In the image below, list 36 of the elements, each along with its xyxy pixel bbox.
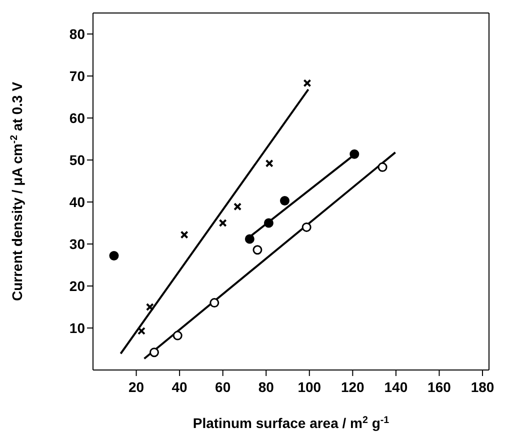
y-tick-label: 30	[69, 236, 86, 252]
point	[252, 245, 262, 255]
x-tick-label: 40	[172, 378, 188, 395]
point	[234, 202, 242, 211]
x-tick-label: 80	[258, 378, 274, 395]
point	[280, 196, 290, 206]
y-tick-label: 40	[69, 194, 86, 210]
x-tick-label: 100	[298, 378, 322, 395]
point	[378, 162, 388, 172]
point	[146, 303, 154, 311]
y-tick-label: 50	[69, 152, 86, 168]
point	[109, 251, 119, 261]
x-tick-label: 160	[428, 378, 452, 395]
x-tick-label: 180	[470, 378, 494, 395]
point	[302, 222, 312, 232]
x-tick-label: 20	[128, 378, 144, 395]
point	[137, 326, 146, 335]
y-tick-label: 70	[69, 68, 86, 84]
x-tick-label: 120	[340, 378, 365, 395]
point	[264, 218, 274, 228]
y-tick-label: 20	[69, 278, 86, 294]
point	[149, 348, 159, 358]
point	[172, 330, 182, 340]
point	[218, 219, 227, 227]
x-tick-label: 140	[384, 378, 408, 395]
point	[210, 298, 220, 308]
x-axis-title: Platinum surface area / m$^{2}$ g$^{-1}$	[192, 414, 390, 431]
point	[180, 230, 188, 239]
point	[303, 79, 312, 88]
y-tick-label: 10	[69, 320, 86, 336]
y-tick-label: 60	[69, 110, 86, 126]
y-tick-label: 80	[69, 26, 86, 42]
point	[244, 234, 254, 244]
point	[265, 159, 274, 168]
x-tick-label: 60	[215, 378, 231, 395]
point	[350, 149, 360, 159]
